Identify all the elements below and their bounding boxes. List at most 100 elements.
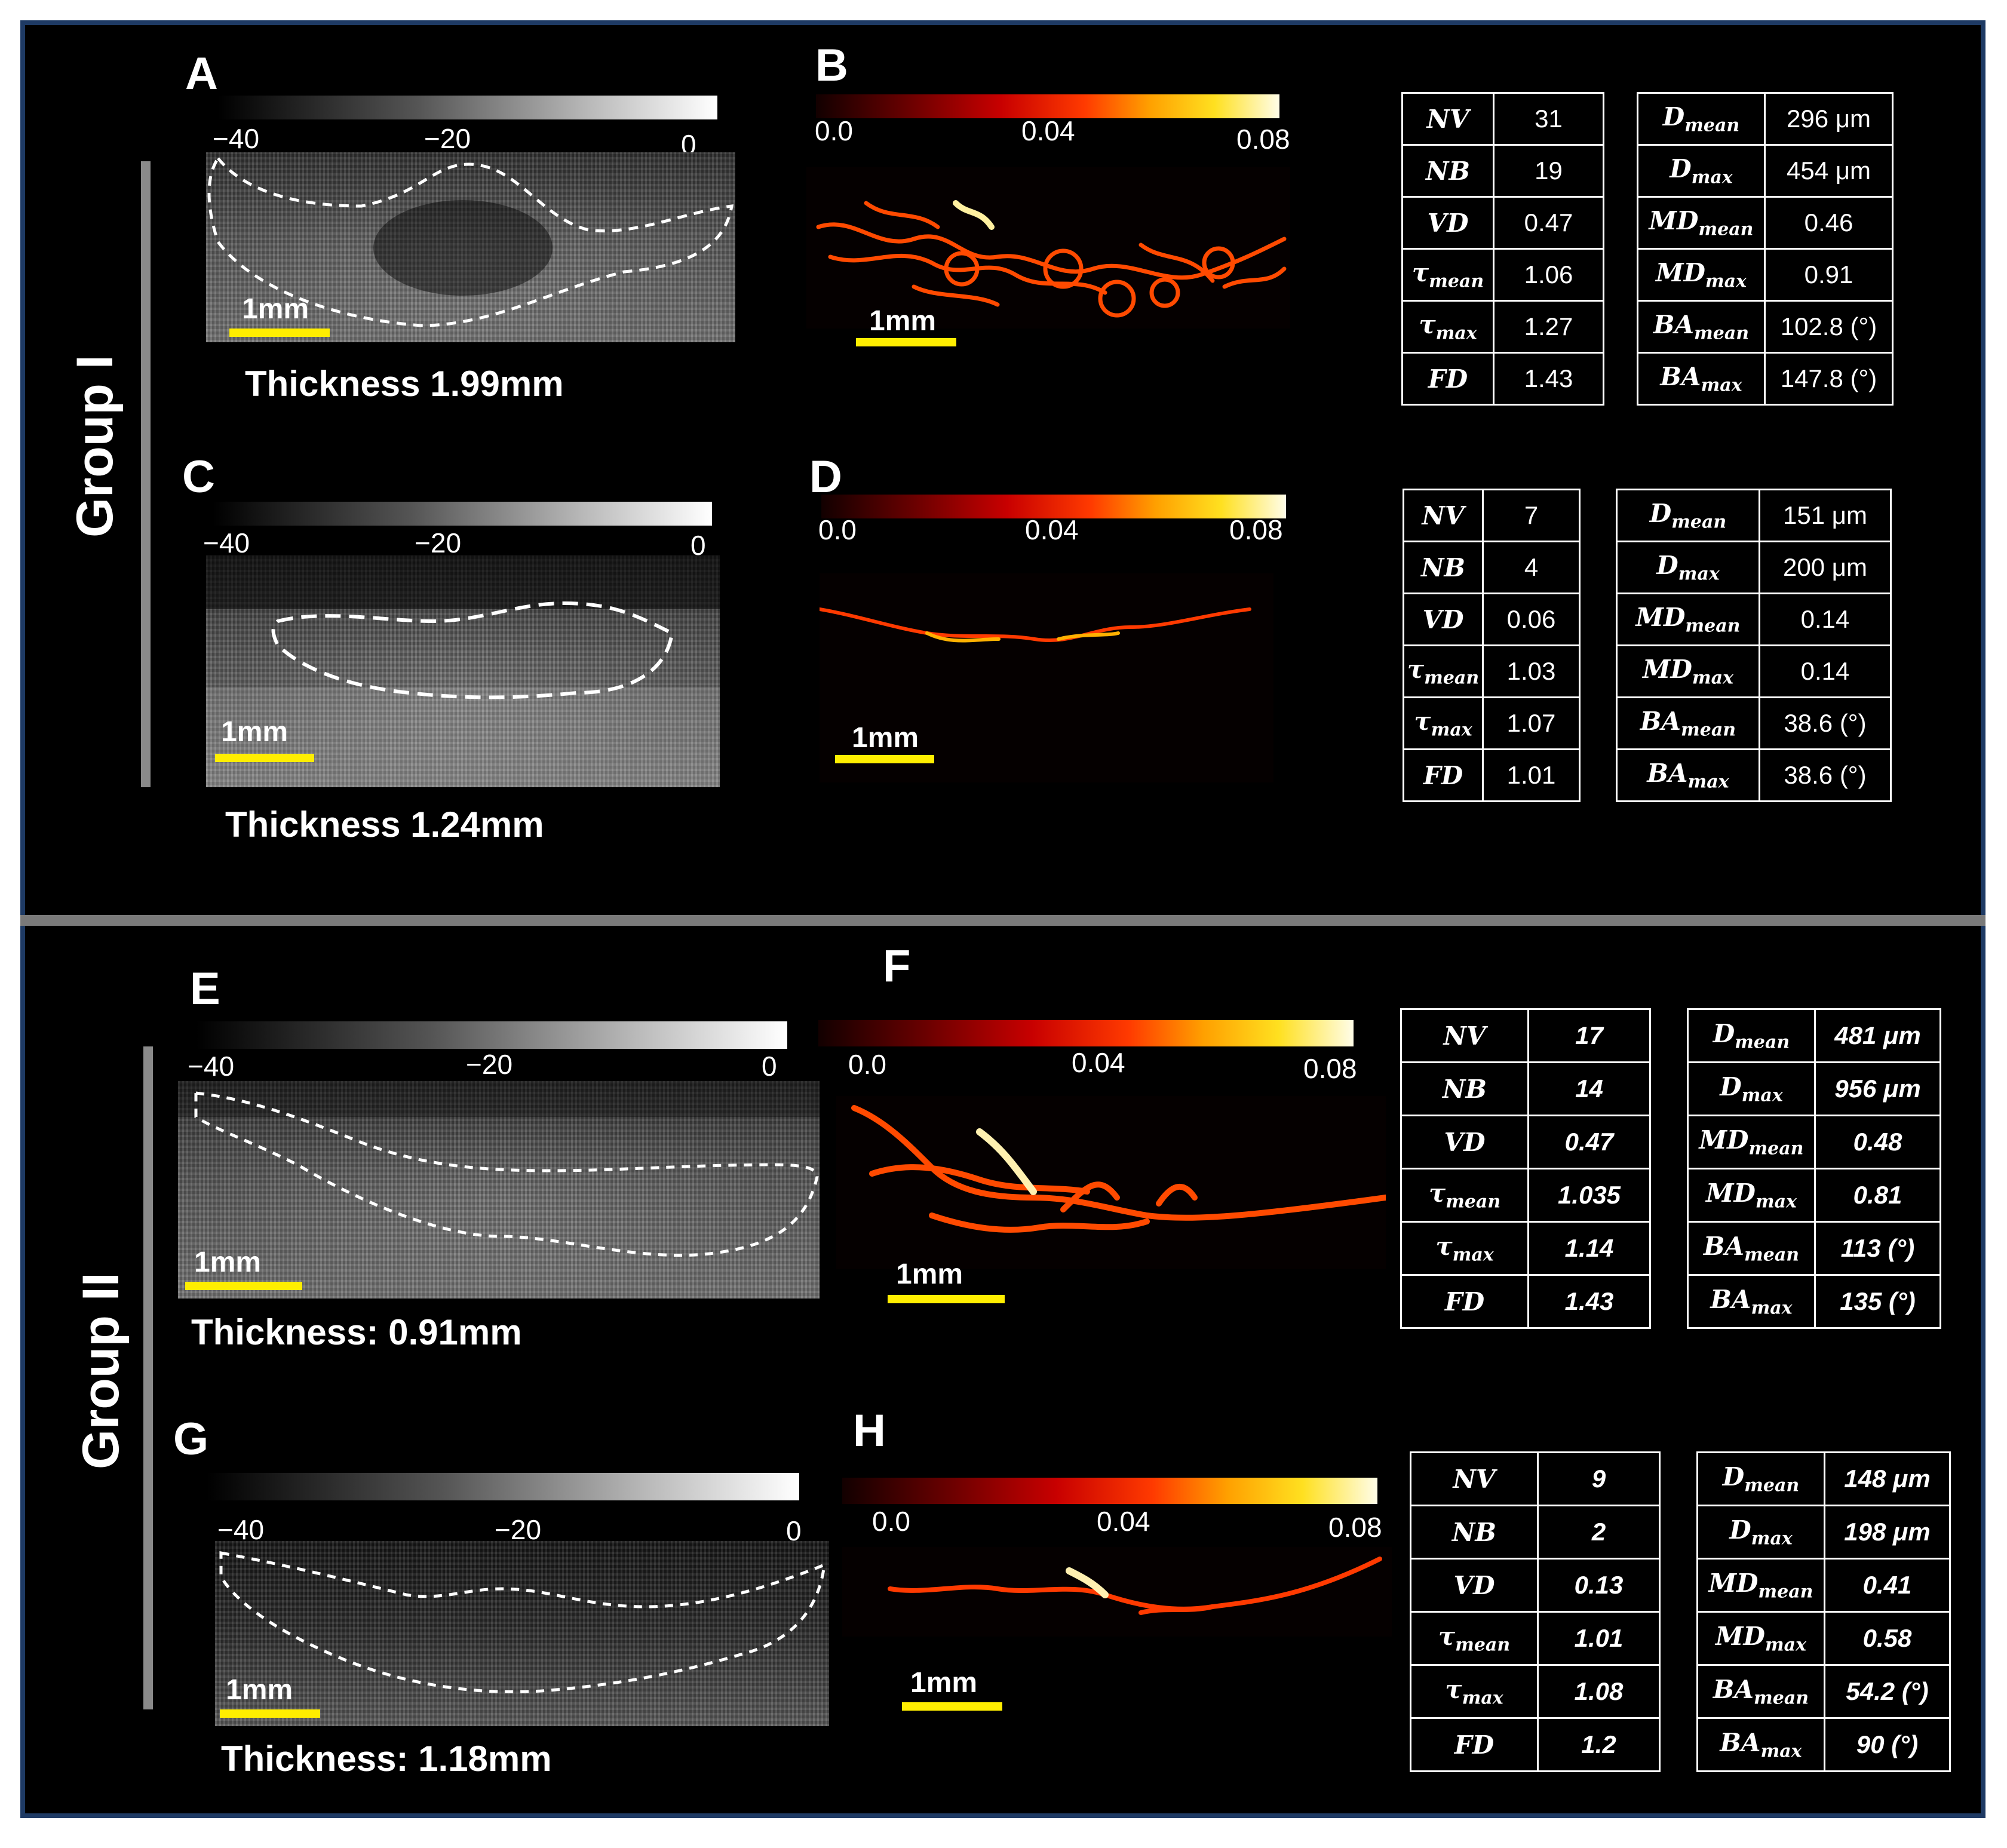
colorbar-tick: −20 [466, 1049, 513, 1080]
vascular-image-f [836, 1096, 1386, 1269]
metric-value: 0.47 [1527, 1115, 1651, 1169]
metric-key: NV [1403, 489, 1484, 542]
metric-value: 198 μm [1824, 1505, 1951, 1560]
colorbar-tick: 0.0 [848, 1049, 886, 1080]
vascular-colorbar-b [816, 94, 1279, 118]
scale-bar-g [220, 1709, 320, 1718]
metric-value: 0.48 [1814, 1115, 1941, 1169]
metric-value: 1.01 [1537, 1611, 1661, 1666]
ultrasound-image-a [206, 152, 735, 342]
metric-key: BAmean [1687, 1221, 1816, 1276]
scale-label-d: 1mm [852, 722, 919, 754]
metric-key: FD [1401, 352, 1494, 406]
metric-key: FD [1403, 748, 1484, 802]
metric-value: 14 [1527, 1061, 1651, 1116]
intensity-colorbar-g [207, 1473, 799, 1500]
group1-label: Group I [66, 355, 124, 538]
metric-value: 0.06 [1482, 593, 1581, 646]
metrics-table-d-right: Dmean 151 μm Dmax 200 μm MDmean 0.14 MDmax 0… [1616, 489, 1892, 802]
intensity-colorbar-a [218, 96, 717, 119]
scale-label-h: 1mm [910, 1667, 978, 1699]
metric-value: 0.14 [1759, 644, 1892, 698]
scale-bar-b [856, 338, 956, 346]
colorbar-tick: 0.08 [1328, 1512, 1382, 1543]
panel-label-h: H [853, 1405, 886, 1456]
intensity-colorbar-e [196, 1021, 787, 1049]
colorbar-tick: 0.04 [1072, 1047, 1125, 1078]
metric-value: 0.47 [1493, 196, 1604, 250]
scale-label-f: 1mm [896, 1258, 963, 1290]
metric-value: 54.2 (°) [1824, 1664, 1951, 1719]
colorbar-tick: 0 [762, 1051, 777, 1082]
metric-value: 0.13 [1537, 1558, 1661, 1613]
metric-value: 19 [1493, 144, 1604, 198]
metric-key: NV [1400, 1008, 1529, 1063]
colorbar-tick: −40 [188, 1051, 235, 1082]
metric-value: 31 [1493, 92, 1604, 146]
thickness-g: Thickness: 1.18mm [221, 1739, 552, 1779]
metric-key: NB [1410, 1505, 1539, 1560]
panel-label-c: C [182, 452, 215, 502]
metric-key: τmax [1400, 1221, 1529, 1276]
metric-key: Dmean [1696, 1451, 1825, 1506]
scale-bar-f [888, 1295, 1005, 1303]
metric-key: FD [1410, 1717, 1539, 1772]
metric-key: τmax [1410, 1664, 1539, 1719]
metric-key: τmax [1401, 300, 1494, 354]
metric-key: BAmax [1696, 1717, 1825, 1772]
metric-value: 38.6 (°) [1759, 696, 1892, 750]
group2-bar [143, 1046, 153, 1709]
metric-value: 7 [1482, 489, 1581, 542]
scale-label-g: 1mm [226, 1674, 293, 1706]
metric-key: BAmean [1637, 300, 1766, 354]
scale-label-b: 1mm [869, 305, 937, 337]
metric-key: MDmean [1687, 1115, 1816, 1169]
metric-key: VD [1403, 593, 1484, 646]
thickness-a: Thickness 1.99mm [245, 364, 564, 404]
metric-value: 0.14 [1759, 593, 1892, 646]
colorbar-tick: 0.0 [872, 1506, 910, 1537]
metric-key: BAmax [1637, 352, 1766, 406]
metric-key: τmean [1401, 248, 1494, 302]
metric-value: 17 [1527, 1008, 1651, 1063]
metric-value: 296 μm [1764, 92, 1894, 146]
scale-bar-d [835, 755, 934, 763]
scale-bar-a [229, 329, 330, 337]
metrics-table-h-left: NV 9 NB 2 VD 0.13 τmean 1.01 τmax 1.08 FD 1.2 [1410, 1451, 1661, 1772]
metric-value: 1.08 [1537, 1664, 1661, 1719]
metric-value: 200 μm [1759, 541, 1892, 594]
intensity-colorbar-c [213, 502, 712, 526]
group1-bar [141, 161, 151, 787]
ultrasound-image-e [178, 1081, 820, 1298]
metric-value: 1.01 [1482, 748, 1581, 802]
thickness-c: Thickness 1.24mm [225, 805, 544, 845]
metric-value: 1.2 [1537, 1717, 1661, 1772]
metrics-table-b-right: Dmean 296 μm Dmax 454 μm MDmean 0.46 MDmax 0… [1637, 92, 1894, 406]
colorbar-tick: 0.08 [1229, 514, 1283, 545]
metric-value: 1.43 [1527, 1274, 1651, 1329]
metric-key: BAmean [1616, 696, 1760, 750]
metric-value: 9 [1537, 1451, 1661, 1506]
colorbar-tick: −20 [495, 1514, 542, 1545]
colorbar-tick: 0.0 [815, 115, 853, 146]
metric-value: 151 μm [1759, 489, 1892, 542]
scale-bar-e [185, 1282, 302, 1290]
metric-key: MDmax [1637, 248, 1766, 302]
metric-key: NB [1403, 541, 1484, 594]
metric-value: 1.43 [1493, 352, 1604, 406]
colorbar-tick: 0.04 [1025, 514, 1079, 545]
scale-bar-h [902, 1702, 1002, 1711]
metric-key: Dmean [1687, 1008, 1816, 1063]
metric-key: τmean [1400, 1168, 1529, 1223]
metric-value: 1.27 [1493, 300, 1604, 354]
vascular-image-d [820, 573, 1273, 782]
metric-key: Dmax [1616, 541, 1760, 594]
metric-value: 454 μm [1764, 144, 1894, 198]
colorbar-tick: 0.04 [1097, 1506, 1150, 1537]
metric-value: 113 (°) [1814, 1221, 1941, 1276]
metric-key: τmean [1410, 1611, 1539, 1666]
scale-label-c: 1mm [221, 716, 289, 748]
metric-value: 0.81 [1814, 1168, 1941, 1223]
colorbar-tick: 0.08 [1303, 1053, 1357, 1084]
colorbar-tick: −40 [203, 527, 250, 558]
